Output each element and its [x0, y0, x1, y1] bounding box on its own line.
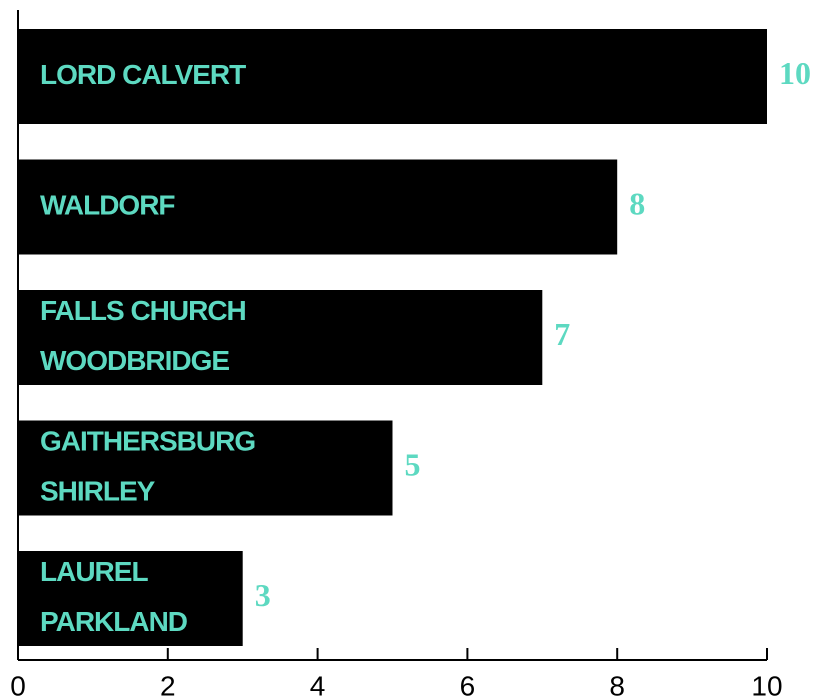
value-label: 8	[629, 185, 645, 221]
category-label: FALLS CHURCH	[40, 295, 246, 326]
value-label: 7	[554, 316, 570, 352]
value-label: 10	[779, 55, 811, 91]
category-label: WOODBRIDGE	[40, 345, 229, 376]
x-tick-label: 2	[160, 670, 176, 700]
bar	[18, 159, 618, 255]
category-label: LORD CALVERT	[40, 59, 246, 90]
x-tick-label: 4	[310, 670, 326, 700]
bar	[18, 420, 393, 516]
category-label: SHIRLEY	[40, 475, 156, 506]
x-tick-label: 0	[10, 670, 26, 700]
bar	[18, 290, 543, 385]
bar	[18, 29, 767, 124]
value-label: 3	[255, 577, 271, 613]
category-label: WALDORF	[40, 189, 175, 220]
x-tick-label: 10	[751, 670, 782, 700]
category-label: LAUREL	[40, 556, 148, 587]
x-tick-label: 6	[460, 670, 476, 700]
x-tick-label: 8	[609, 670, 625, 700]
bar	[18, 551, 243, 646]
category-label: PARKLAND	[40, 606, 188, 637]
value-label: 5	[405, 446, 421, 482]
category-label: GAITHERSBURG	[40, 425, 255, 456]
